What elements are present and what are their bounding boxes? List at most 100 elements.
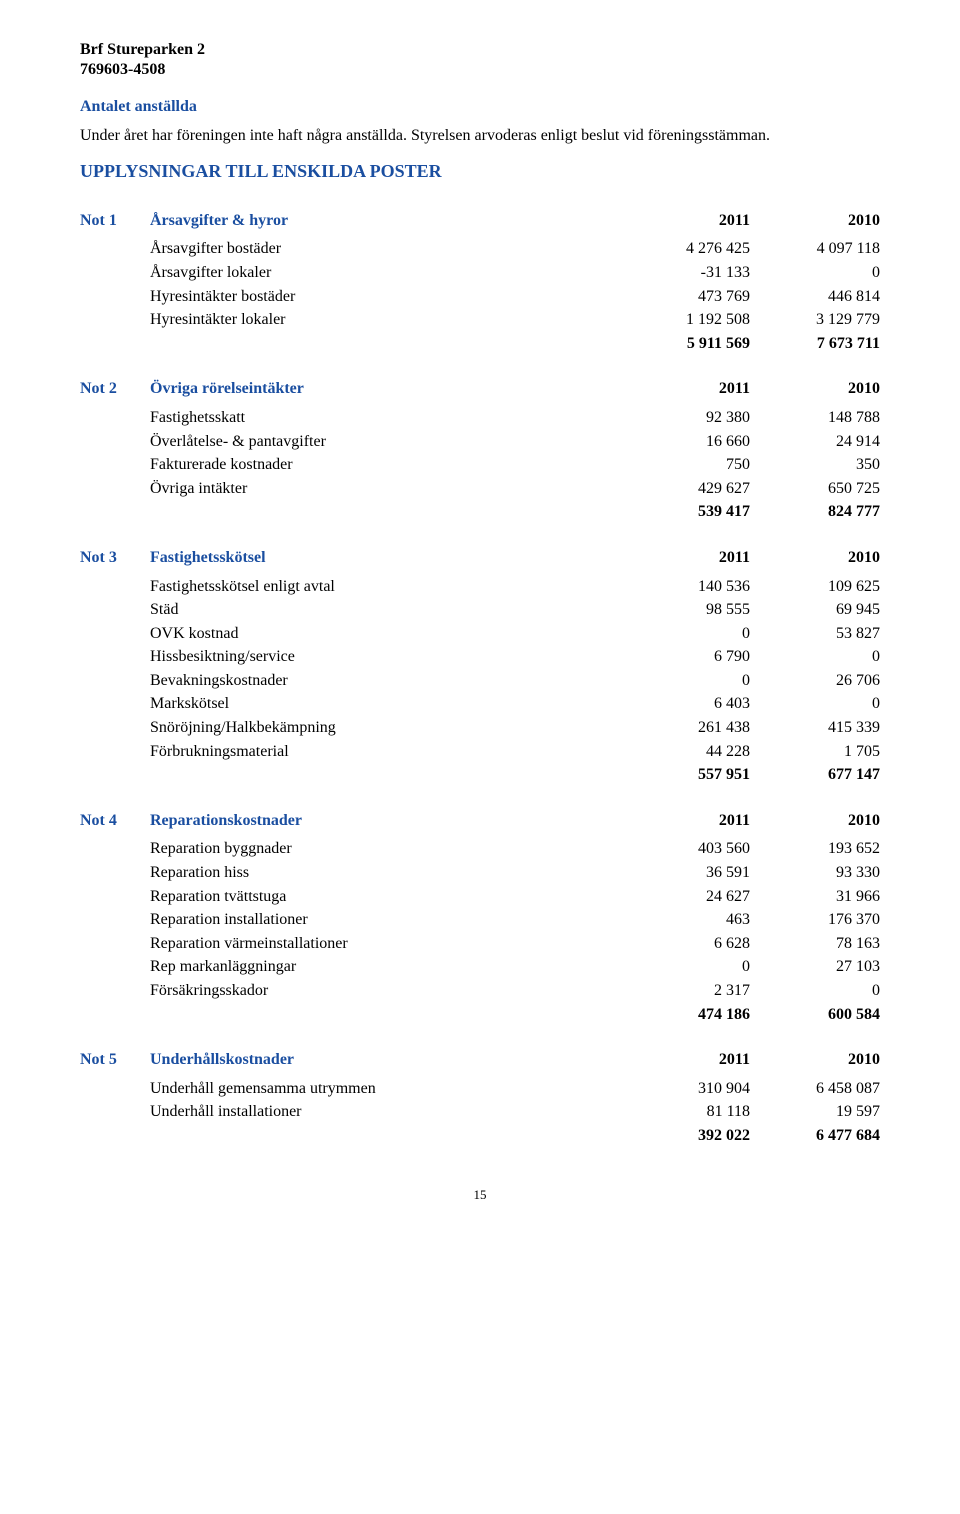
note-row-spacer (80, 430, 150, 454)
note-row: Snöröjning/Halkbekämpning261 438415 339 (80, 716, 880, 740)
note-row-y2: 31 966 (750, 885, 880, 909)
note-row-label: Underhåll gemensamma utrymmen (150, 1077, 620, 1101)
note-row-spacer (80, 261, 150, 285)
note-row-label: Reparation byggnader (150, 837, 620, 861)
note-table: Not 1Årsavgifter & hyror20112010Årsavgif… (80, 196, 880, 359)
note-total-y2: 600 584 (750, 1003, 880, 1030)
note-row: Reparation tvättstuga24 62731 966 (80, 885, 880, 909)
note-total-spacer (80, 500, 150, 527)
note-row-label: Snöröjning/Halkbekämpning (150, 716, 620, 740)
note-row: Fastighetsskatt92 380148 788 (80, 406, 880, 430)
note-row-y2: 24 914 (750, 430, 880, 454)
note-row: OVK kostnad053 827 (80, 622, 880, 646)
note-table: Not 3Fastighetsskötsel20112010Fastighets… (80, 533, 880, 790)
note-row-y1: 6 403 (620, 692, 750, 716)
note-row: Årsavgifter lokaler-31 1330 (80, 261, 880, 285)
note-row-label: Städ (150, 598, 620, 622)
note-row-spacer (80, 837, 150, 861)
note-row-y2: 6 458 087 (750, 1077, 880, 1101)
note-row: Bevakningskostnader026 706 (80, 669, 880, 693)
note-row-y1: 81 118 (620, 1100, 750, 1124)
note-total-y1: 557 951 (620, 763, 750, 790)
note-total-label (150, 332, 620, 359)
note-row-spacer (80, 740, 150, 764)
note-row-y2: 78 163 (750, 932, 880, 956)
note-row-label: Bevakningskostnader (150, 669, 620, 693)
note-row-y1: 4 276 425 (620, 237, 750, 261)
note-row-spacer (80, 477, 150, 501)
note-row-y1: 0 (620, 622, 750, 646)
note-row-label: Reparation installationer (150, 908, 620, 932)
note-row: Städ98 55569 945 (80, 598, 880, 622)
note-number: Not 4 (80, 796, 150, 838)
note-row-y1: 16 660 (620, 430, 750, 454)
note-total-spacer (80, 332, 150, 359)
note-row: Reparation hiss36 59193 330 (80, 861, 880, 885)
year-col-1: 2011 (620, 364, 750, 406)
note-number: Not 1 (80, 196, 150, 238)
note-row-spacer (80, 406, 150, 430)
year-col-1: 2011 (620, 196, 750, 238)
note-row: Överlåtelse- & pantavgifter16 66024 914 (80, 430, 880, 454)
note-row-label: Förbrukningsmaterial (150, 740, 620, 764)
year-col-1: 2011 (620, 796, 750, 838)
note-row-y2: 0 (750, 692, 880, 716)
note-row-label: OVK kostnad (150, 622, 620, 646)
note-row-label: Hissbesiktning/service (150, 645, 620, 669)
note-row-y1: -31 133 (620, 261, 750, 285)
note-row: Fakturerade kostnader750350 (80, 453, 880, 477)
note-title: Reparationskostnader (150, 796, 620, 838)
note-title: Övriga rörelseintäkter (150, 364, 620, 406)
note-number: Not 2 (80, 364, 150, 406)
note-number: Not 5 (80, 1035, 150, 1077)
note-row-y2: 27 103 (750, 955, 880, 979)
note-row: Rep markanläggningar027 103 (80, 955, 880, 979)
note-row-y2: 26 706 (750, 669, 880, 693)
note-row: Reparation byggnader403 560193 652 (80, 837, 880, 861)
note-row-y1: 0 (620, 669, 750, 693)
year-col-2: 2010 (750, 364, 880, 406)
note-row-y1: 2 317 (620, 979, 750, 1003)
note-row-label: Underhåll installationer (150, 1100, 620, 1124)
note-row-y2: 0 (750, 261, 880, 285)
note-row-spacer (80, 932, 150, 956)
note-total-row: 5 911 5697 673 711 (80, 332, 880, 359)
note-row-y2: 109 625 (750, 575, 880, 599)
note-row-y1: 24 627 (620, 885, 750, 909)
note-total-y1: 5 911 569 (620, 332, 750, 359)
note-row-label: Årsavgifter bostäder (150, 237, 620, 261)
note-row-y2: 69 945 (750, 598, 880, 622)
note-row-y1: 0 (620, 955, 750, 979)
note-row: Årsavgifter bostäder4 276 4254 097 118 (80, 237, 880, 261)
note-row-spacer (80, 908, 150, 932)
note-row-spacer (80, 716, 150, 740)
note-row: Underhåll gemensamma utrymmen310 9046 45… (80, 1077, 880, 1101)
note-row-label: Fakturerade kostnader (150, 453, 620, 477)
note-row-y2: 19 597 (750, 1100, 880, 1124)
year-col-1: 2011 (620, 533, 750, 575)
page-number: 15 (80, 1187, 880, 1203)
note-total-row: 557 951677 147 (80, 763, 880, 790)
note-row-y2: 193 652 (750, 837, 880, 861)
note-row-spacer (80, 237, 150, 261)
note-total-label (150, 500, 620, 527)
year-col-2: 2010 (750, 196, 880, 238)
note-row-spacer (80, 1100, 150, 1124)
note-row-y1: 750 (620, 453, 750, 477)
note-total-row: 392 0226 477 684 (80, 1124, 880, 1151)
note-row: Reparation installationer463176 370 (80, 908, 880, 932)
note-row-spacer (80, 575, 150, 599)
note-total-row: 474 186600 584 (80, 1003, 880, 1030)
note-row-y2: 1 705 (750, 740, 880, 764)
note-total-y1: 474 186 (620, 1003, 750, 1030)
note-row-y2: 3 129 779 (750, 308, 880, 332)
org-number: 769603-4508 (80, 60, 880, 80)
note-total-y2: 677 147 (750, 763, 880, 790)
note-number: Not 3 (80, 533, 150, 575)
note-row-label: Rep markanläggningar (150, 955, 620, 979)
note-row-spacer (80, 955, 150, 979)
note-row: Fastighetsskötsel enligt avtal140 536109… (80, 575, 880, 599)
note-row-spacer (80, 861, 150, 885)
note-row-spacer (80, 308, 150, 332)
note-row-spacer (80, 979, 150, 1003)
